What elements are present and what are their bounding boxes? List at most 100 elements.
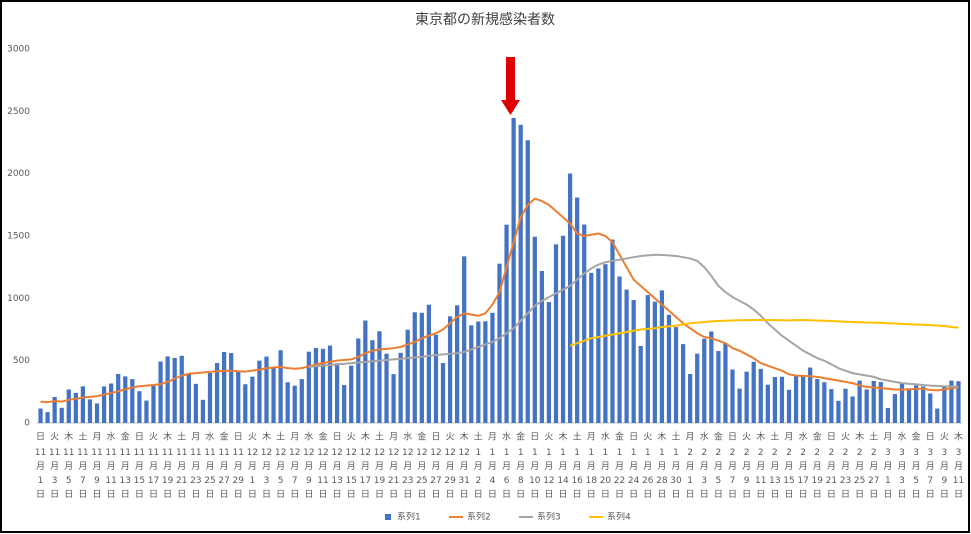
bar xyxy=(567,173,573,423)
bar xyxy=(490,312,495,423)
x-tick-label: 11 月 13 日 xyxy=(120,448,131,500)
x-weekday-label: 木 xyxy=(64,431,73,443)
x-weekday-label: 水 xyxy=(403,431,412,443)
x-tick-label: 12 月 27 日 xyxy=(430,448,441,500)
bar xyxy=(645,295,650,423)
bar xyxy=(214,363,220,423)
x-tick-label: 2 月 23 日 xyxy=(840,448,851,500)
bar xyxy=(349,365,354,423)
x-weekday-label: 土 xyxy=(573,431,582,443)
bar xyxy=(709,331,714,423)
x-tick-label: 1 月 22 日 xyxy=(614,448,625,500)
bar xyxy=(603,264,608,423)
bar xyxy=(779,376,785,423)
x-weekday-label: 日 xyxy=(36,432,45,443)
bar xyxy=(688,374,693,423)
x-weekday-label: 土 xyxy=(78,431,87,443)
x-weekday-label: 土 xyxy=(474,431,483,443)
bar xyxy=(222,351,227,423)
bar xyxy=(822,382,827,423)
x-weekday-label: 金 xyxy=(220,431,229,443)
bar xyxy=(101,386,107,423)
bar xyxy=(864,389,869,423)
bar xyxy=(942,386,947,423)
x-tick-label: 12 月 31 日 xyxy=(458,448,469,500)
x-tick-label: 11 月 11 日 xyxy=(105,448,116,500)
bar xyxy=(878,381,883,423)
x-weekday-label: 火 xyxy=(742,432,751,443)
x-tick-label: 11 月 3 日 xyxy=(49,448,60,500)
bar xyxy=(285,382,290,423)
x-tick-label: 11 月 27 日 xyxy=(218,448,229,500)
x-weekday-label: 日 xyxy=(629,432,638,443)
x-weekday-label: 火 xyxy=(643,432,652,443)
x-tick-label: 1 月 18 日 xyxy=(586,448,598,500)
x-weekday-label: 日 xyxy=(728,432,737,443)
x-tick-label: 11 月 7 日 xyxy=(77,448,88,500)
x-weekday-label: 水 xyxy=(700,431,709,443)
bar xyxy=(829,389,834,423)
x-tick-label: 12 月 25 日 xyxy=(416,448,427,500)
bar xyxy=(59,407,64,423)
bar xyxy=(236,370,241,423)
bar xyxy=(377,331,382,423)
x-weekday-label: 日 xyxy=(926,432,935,443)
x-weekday-label: 月 xyxy=(686,432,695,443)
x-tick-label: 12 月 15 日 xyxy=(345,448,356,500)
x-weekday-label: 金 xyxy=(318,431,327,443)
bar xyxy=(200,399,206,423)
bar xyxy=(327,345,333,423)
x-weekday-label: 木 xyxy=(163,431,172,443)
bar xyxy=(793,375,799,423)
x-tick-label: 1 月 24 日 xyxy=(628,448,640,500)
x-tick-label: 12 月 7 日 xyxy=(289,448,300,500)
bar xyxy=(928,393,933,423)
y-tick-label: 2500 xyxy=(7,107,30,117)
bar xyxy=(673,327,679,423)
bar xyxy=(680,344,686,423)
bar xyxy=(440,363,446,423)
bar xyxy=(455,305,460,423)
bar xyxy=(857,380,862,423)
bar xyxy=(52,396,57,423)
bar xyxy=(342,384,347,423)
line xyxy=(569,319,959,347)
x-tick-label: 1 月 16 日 xyxy=(571,448,583,500)
x-tick-label: 11 月 17 日 xyxy=(148,448,159,500)
bar xyxy=(313,347,319,423)
x-weekday-label: 木 xyxy=(855,431,864,443)
bar xyxy=(702,338,707,423)
x-tick-label: 2 月 13 日 xyxy=(769,448,780,500)
x-tick-label: 11 月 29 日 xyxy=(233,448,245,500)
x-weekday-label: 木 xyxy=(262,431,271,443)
x-tick-label: 12 月 17 日 xyxy=(360,448,371,500)
x-tick-label: 12 月 13 日 xyxy=(331,448,342,500)
bar xyxy=(334,363,340,423)
x-tick-label: 1 月 14 日 xyxy=(557,448,569,500)
x-tick-label: 11 月 19 日 xyxy=(162,448,174,500)
x-weekday-label: 火 xyxy=(841,432,850,443)
x-weekday-label: 火 xyxy=(248,432,257,443)
line xyxy=(40,197,959,404)
x-weekday-label: 水 xyxy=(502,431,511,443)
bar xyxy=(723,343,728,423)
x-weekday-label: 火 xyxy=(347,432,356,443)
x-tick-label: 11 月 25 日 xyxy=(204,448,215,500)
bar xyxy=(419,312,424,423)
x-tick-label: 2 月 17 日 xyxy=(797,448,808,500)
bar xyxy=(433,334,439,423)
x-tick-label: 11 月 1 日 xyxy=(35,448,46,500)
x-tick-label: 2 月 19 日 xyxy=(812,448,824,500)
x-tick-label: 11 月 21 日 xyxy=(176,448,187,500)
bar xyxy=(666,314,672,423)
bar xyxy=(638,345,643,423)
bar xyxy=(207,373,213,423)
x-weekday-label: 土 xyxy=(276,431,285,443)
bar xyxy=(186,374,191,423)
x-weekday-label: 金 xyxy=(813,431,822,443)
bar xyxy=(892,394,898,423)
